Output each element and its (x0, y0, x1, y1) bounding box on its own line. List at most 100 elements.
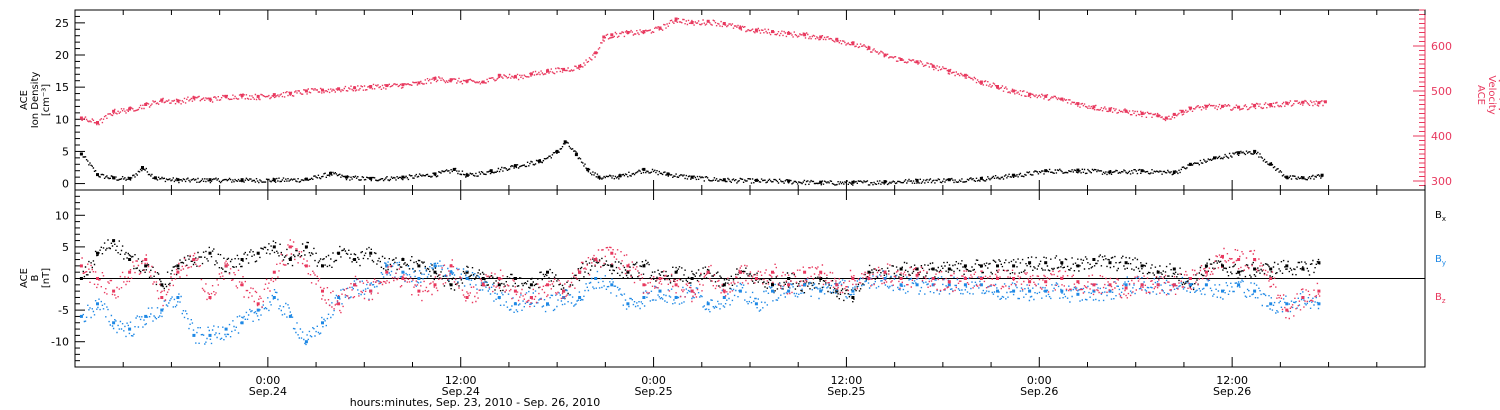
data-point (574, 153, 578, 157)
data-point (979, 264, 983, 268)
data-point (1028, 289, 1032, 293)
data-point (224, 327, 228, 331)
x-tick-date-label: Sep.26 (1213, 385, 1251, 398)
data-point (369, 85, 373, 88)
data-point (787, 283, 791, 287)
left-axis-label-bottom: ACEB[nT] (19, 268, 52, 288)
data-point (465, 277, 469, 280)
x-tick-time-label: 0:00 (641, 374, 666, 387)
data-point (385, 264, 389, 268)
data-point (272, 93, 276, 97)
data-point (674, 17, 678, 21)
data-point (1188, 106, 1192, 110)
data-point (153, 176, 157, 180)
data-point (497, 277, 501, 280)
data-point (674, 270, 678, 274)
data-point (722, 289, 726, 293)
data-point (1012, 173, 1016, 177)
data-point (208, 178, 212, 182)
data-point (1092, 289, 1096, 293)
data-point (449, 78, 453, 82)
data-point (401, 175, 405, 179)
data-point (1172, 170, 1176, 174)
left-axis-label-top: ACEIon Density[cm⁻³] (19, 72, 52, 129)
data-scatter-texture (81, 141, 1323, 186)
data-point (337, 251, 341, 255)
data-point (128, 270, 132, 274)
data-point (642, 296, 646, 299)
data-point (1044, 289, 1048, 293)
data-point (112, 176, 116, 180)
data-point (1204, 270, 1208, 274)
data-point (288, 314, 292, 318)
data-point (602, 35, 606, 39)
x-tick-date-label: Sep.25 (634, 385, 672, 398)
data-point (642, 264, 646, 268)
data-point (787, 277, 791, 280)
data-point (272, 245, 276, 249)
data-point (337, 302, 341, 306)
data-point (883, 270, 887, 274)
data-point (1253, 149, 1257, 153)
data-point (1156, 270, 1160, 274)
data-point (433, 264, 437, 268)
data-point (1140, 112, 1144, 115)
data-point (883, 277, 887, 280)
data-point (240, 321, 244, 325)
data-point (1060, 97, 1064, 101)
data-point (722, 178, 726, 182)
data-point (1269, 267, 1273, 271)
axis-label-line: ACE (19, 90, 30, 110)
data-point (538, 159, 541, 163)
right-axis-label-top: ACEVelocity[km/s] (1475, 75, 1500, 114)
data-point (771, 289, 774, 293)
left-tick-label: -10 (51, 336, 69, 349)
data-point (128, 107, 132, 111)
left-tick-label: 20 (55, 49, 69, 62)
data-point (465, 296, 469, 299)
data-point (1044, 94, 1048, 98)
data-point (1269, 302, 1273, 306)
data-point (738, 270, 742, 274)
data-point (465, 79, 469, 83)
x-tick-date-label: Sep.24 (249, 385, 287, 398)
data-point (835, 37, 839, 41)
data-point (1204, 264, 1208, 268)
axis-label-line: B (30, 274, 41, 281)
data-point (112, 109, 116, 113)
axis-label-line: Velocity (1486, 75, 1497, 114)
legend-Bz: Bz (1435, 292, 1446, 305)
data-point (618, 174, 622, 178)
data-point (224, 264, 228, 268)
data-point (272, 178, 276, 182)
data-point (1269, 277, 1273, 280)
data-point (1012, 277, 1016, 280)
data-point (1172, 112, 1176, 116)
data-point (79, 116, 83, 120)
data-point (586, 167, 590, 171)
data-point (803, 270, 807, 274)
data-point (851, 296, 855, 299)
left-tick-label: 5 (62, 145, 69, 158)
data-point (1172, 283, 1176, 287)
data-point (690, 21, 694, 25)
data-point (433, 172, 437, 176)
data-point (337, 296, 341, 299)
data-point (555, 149, 559, 153)
data-point (979, 80, 983, 84)
data-point (160, 98, 164, 102)
data-point (369, 289, 373, 293)
data-point (594, 258, 598, 261)
left-tick-label: 0 (62, 273, 69, 286)
data-point (947, 280, 951, 284)
data-point (513, 164, 517, 168)
data-point (658, 26, 662, 30)
data-point (1124, 283, 1128, 287)
data-point (610, 283, 614, 287)
data-point (1253, 267, 1257, 271)
data-point (240, 94, 244, 97)
data-point (96, 302, 99, 306)
data-point (417, 264, 421, 268)
